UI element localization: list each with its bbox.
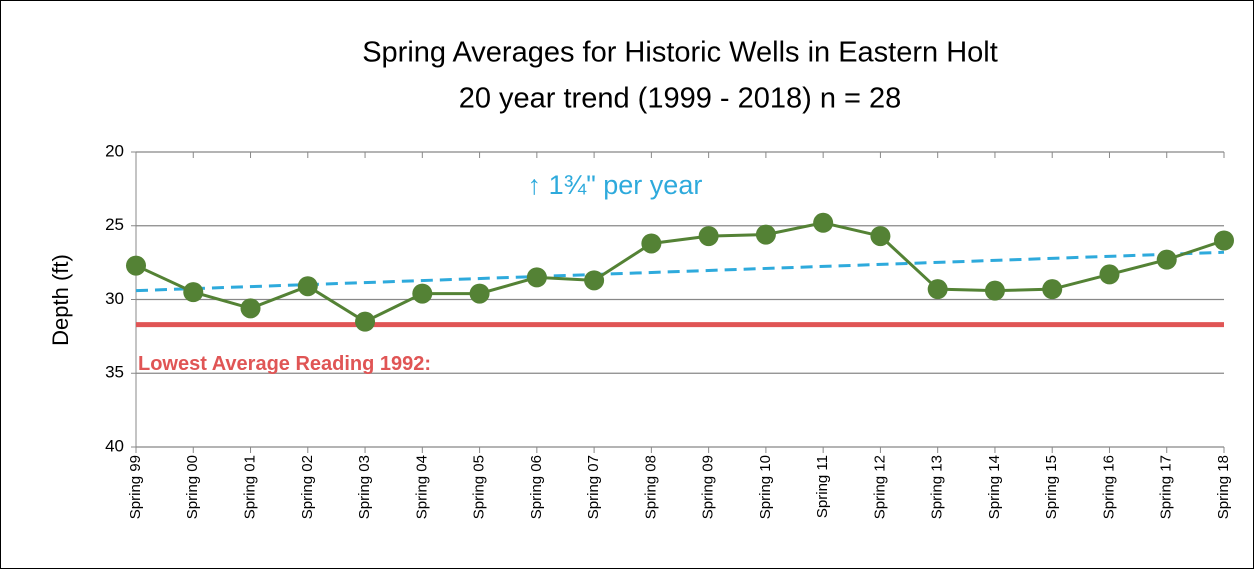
data-point bbox=[183, 282, 204, 303]
data-point bbox=[297, 276, 318, 297]
x-tick-label: Spring 00 bbox=[184, 455, 201, 519]
x-tick-label: Spring 99 bbox=[127, 455, 144, 519]
x-tick-label: Spring 16 bbox=[1100, 455, 1117, 519]
x-tick-label: Spring 11 bbox=[814, 455, 831, 518]
data-point bbox=[755, 224, 776, 245]
data-point bbox=[870, 226, 891, 247]
data-point bbox=[641, 233, 662, 254]
x-tick-label: Spring 01 bbox=[241, 455, 258, 519]
y-tick-label: 35 bbox=[105, 363, 124, 382]
data-point bbox=[1042, 279, 1063, 300]
chart-subtitle: 20 year trend (1999 - 2018) n = 28 bbox=[459, 83, 902, 115]
data-point bbox=[412, 283, 433, 304]
x-tick-label: Spring 06 bbox=[528, 455, 545, 519]
data-point bbox=[240, 298, 261, 319]
data-point bbox=[526, 267, 547, 288]
data-point bbox=[1156, 249, 1177, 270]
x-tick-label: Spring 13 bbox=[929, 455, 946, 519]
x-tick-label: Spring 02 bbox=[299, 455, 316, 519]
data-point bbox=[126, 255, 146, 276]
chart-title: Spring Averages for Historic Wells in Ea… bbox=[362, 37, 998, 69]
data-point bbox=[469, 283, 490, 304]
x-tick-label: Spring 12 bbox=[871, 455, 888, 519]
x-tick-label: Spring 03 bbox=[356, 455, 373, 519]
data-point bbox=[584, 270, 605, 291]
x-tick-label: Spring 18 bbox=[1215, 455, 1232, 519]
reference-label: Lowest Average Reading 1992: bbox=[138, 353, 431, 375]
data-point bbox=[698, 226, 719, 247]
x-tick-label: Spring 15 bbox=[1043, 455, 1060, 519]
y-axis-label: Depth (ft) bbox=[48, 254, 73, 346]
y-tick-label: 30 bbox=[105, 289, 124, 308]
x-tick-label: Spring 04 bbox=[413, 455, 430, 519]
annotation: ↑ 1¾" per year bbox=[528, 170, 703, 200]
y-tick-label: 40 bbox=[105, 436, 124, 455]
data-point bbox=[1214, 230, 1234, 251]
x-tick-label: Spring 09 bbox=[700, 455, 717, 519]
data-point bbox=[1099, 264, 1120, 285]
x-tick-label: Spring 08 bbox=[642, 455, 659, 519]
x-tick-label: Spring 07 bbox=[585, 455, 602, 519]
x-tick-label: Spring 17 bbox=[1158, 455, 1175, 519]
data-point bbox=[813, 212, 834, 233]
y-tick-label: 25 bbox=[105, 215, 124, 234]
data-point bbox=[355, 311, 376, 332]
x-tick-label: Spring 05 bbox=[471, 455, 488, 519]
x-tick-label: Spring 10 bbox=[757, 455, 774, 519]
data-point bbox=[984, 280, 1005, 301]
data-point bbox=[927, 279, 948, 300]
x-tick-label: Spring 14 bbox=[986, 455, 1003, 519]
y-tick-label: 20 bbox=[105, 141, 124, 160]
